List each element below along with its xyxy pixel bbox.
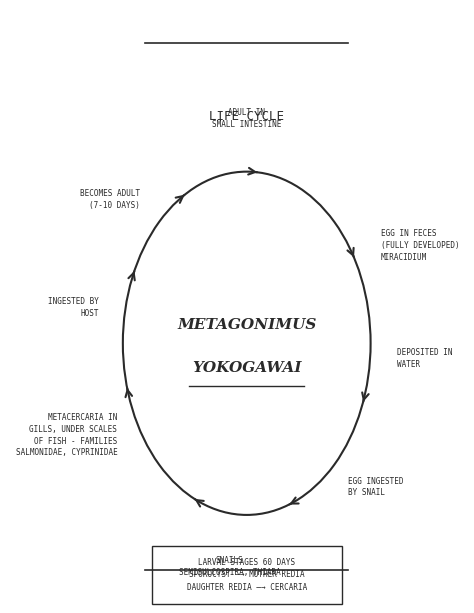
Text: ADULT IN
SMALL INTESTINE: ADULT IN SMALL INTESTINE: [212, 108, 282, 129]
Text: SNAILS
SEMISULCOSPIRA, THIARA: SNAILS SEMISULCOSPIRA, THIARA: [179, 556, 280, 577]
Text: LARVAL STAGES 60 DAYS
SPOROCYST —→ MOTHER REDIA
DAUGHTER REDIA —→ CERCARIA: LARVAL STAGES 60 DAYS SPOROCYST —→ MOTHE…: [187, 558, 307, 592]
Text: YOKOGAWAI: YOKOGAWAI: [192, 361, 301, 375]
Text: EGG INGESTED
BY SNAIL: EGG INGESTED BY SNAIL: [348, 477, 404, 497]
Text: EGG IN FECES
(FULLY DEVELOPED)
MIRACIDIUM: EGG IN FECES (FULLY DEVELOPED) MIRACIDIU…: [381, 229, 459, 262]
Text: INGESTED BY
HOST: INGESTED BY HOST: [48, 297, 99, 318]
Text: METACERCARIA IN
GILLS, UNDER SCALES
OF FISH - FAMILIES
SALMONIDAE, CYPRINIDAE: METACERCARIA IN GILLS, UNDER SCALES OF F…: [16, 413, 118, 457]
FancyBboxPatch shape: [152, 546, 342, 604]
Text: METAGONIMUS: METAGONIMUS: [177, 318, 317, 332]
Text: LIFE CYCLE: LIFE CYCLE: [209, 110, 284, 123]
Text: DEPOSITED IN
WATER: DEPOSITED IN WATER: [397, 348, 452, 368]
Text: BECOMES ADULT
(7-10 DAYS): BECOMES ADULT (7-10 DAYS): [80, 189, 140, 210]
